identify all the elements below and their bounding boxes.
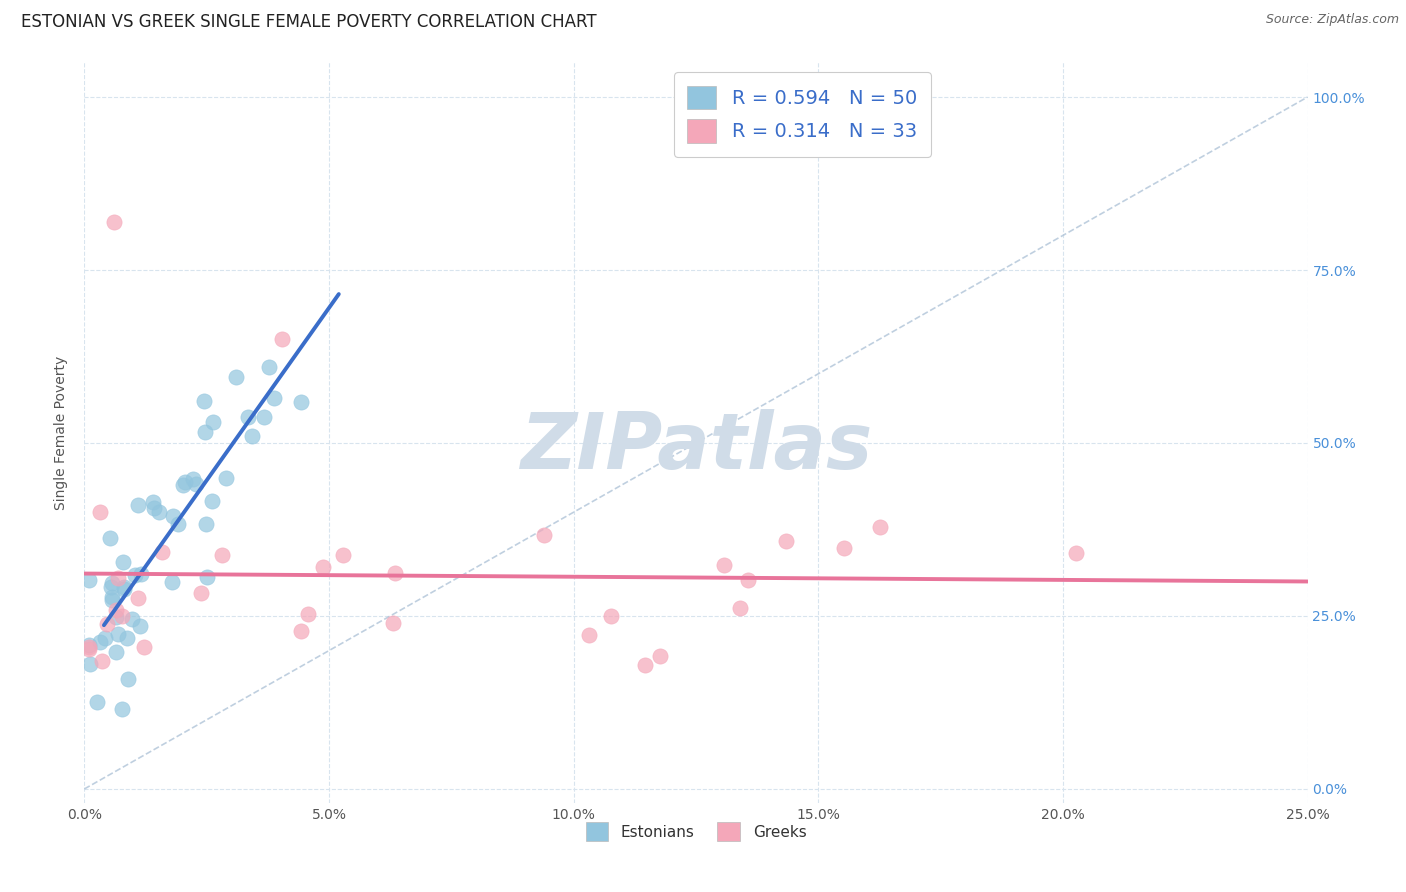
Point (103, 214, 125, 228)
Point (312, 559, 335, 574)
Point (728, 600, 751, 615)
Point (648, 648, 671, 663)
Point (194, 425, 217, 440)
Point (240, 429, 263, 443)
Point (236, 410, 259, 425)
Point (195, 517, 218, 532)
Point (225, 370, 247, 384)
Point (148, 505, 170, 519)
Point (115, 631, 138, 645)
Point (89, 505, 111, 519)
Point (105, 645, 128, 659)
Point (332, 549, 354, 563)
Point (142, 495, 165, 509)
Point (112, 555, 135, 569)
Point (172, 478, 194, 492)
Point (174, 475, 197, 490)
Legend: Estonians, Greeks: Estonians, Greeks (579, 816, 813, 847)
Point (101, 576, 124, 591)
Point (384, 566, 406, 581)
Text: Source: ZipAtlas.com: Source: ZipAtlas.com (1265, 13, 1399, 27)
Point (107, 627, 129, 641)
Point (290, 624, 312, 638)
Point (127, 591, 149, 605)
Point (77, 640, 100, 654)
Point (193, 394, 215, 409)
Point (105, 603, 128, 617)
Point (127, 498, 149, 512)
Y-axis label: Single Female Poverty: Single Female Poverty (55, 356, 69, 509)
Point (98, 531, 121, 545)
Text: ESTONIAN VS GREEK SINGLE FEMALE POVERTY CORRELATION CHART: ESTONIAN VS GREEK SINGLE FEMALE POVERTY … (21, 13, 596, 31)
Point (166, 516, 188, 531)
Point (121, 612, 143, 626)
Point (79, 657, 101, 671)
Point (86, 695, 108, 709)
Point (104, 609, 127, 624)
Point (190, 586, 212, 600)
Point (533, 527, 555, 541)
Point (77, 573, 100, 587)
Point (201, 493, 224, 508)
Point (382, 616, 405, 631)
Point (297, 607, 319, 621)
Point (96, 617, 118, 632)
Point (107, 571, 129, 585)
Point (111, 702, 134, 716)
Point (160, 574, 183, 589)
Point (599, 608, 621, 623)
Point (114, 580, 136, 594)
Point (257, 359, 280, 374)
Point (101, 593, 124, 607)
Point (77, 641, 100, 656)
Point (150, 545, 173, 559)
Point (77, 639, 100, 653)
Point (869, 520, 891, 534)
Point (184, 477, 207, 491)
Point (215, 471, 238, 485)
Point (263, 391, 285, 405)
Point (143, 501, 166, 516)
Point (162, 509, 184, 524)
Point (129, 567, 152, 582)
Point (1320, 111, 1343, 125)
Point (112, 582, 135, 597)
Point (111, 609, 134, 624)
Point (181, 472, 204, 486)
Point (271, 332, 294, 346)
Point (100, 580, 122, 594)
Point (253, 410, 276, 425)
Text: ZIPatlas: ZIPatlas (520, 409, 872, 485)
Point (89, 635, 111, 649)
Point (634, 658, 657, 673)
Point (91, 654, 114, 668)
Point (124, 568, 146, 582)
Point (211, 548, 233, 562)
Point (195, 569, 218, 583)
Point (713, 558, 735, 572)
Point (134, 640, 156, 654)
Point (100, 591, 122, 605)
Point (834, 541, 856, 556)
Point (128, 619, 150, 633)
Point (290, 395, 312, 409)
Point (1064, 545, 1087, 559)
Point (202, 415, 225, 429)
Point (94, 631, 117, 645)
Point (117, 672, 139, 686)
Point (775, 534, 797, 549)
Point (578, 628, 600, 642)
Point (737, 574, 759, 588)
